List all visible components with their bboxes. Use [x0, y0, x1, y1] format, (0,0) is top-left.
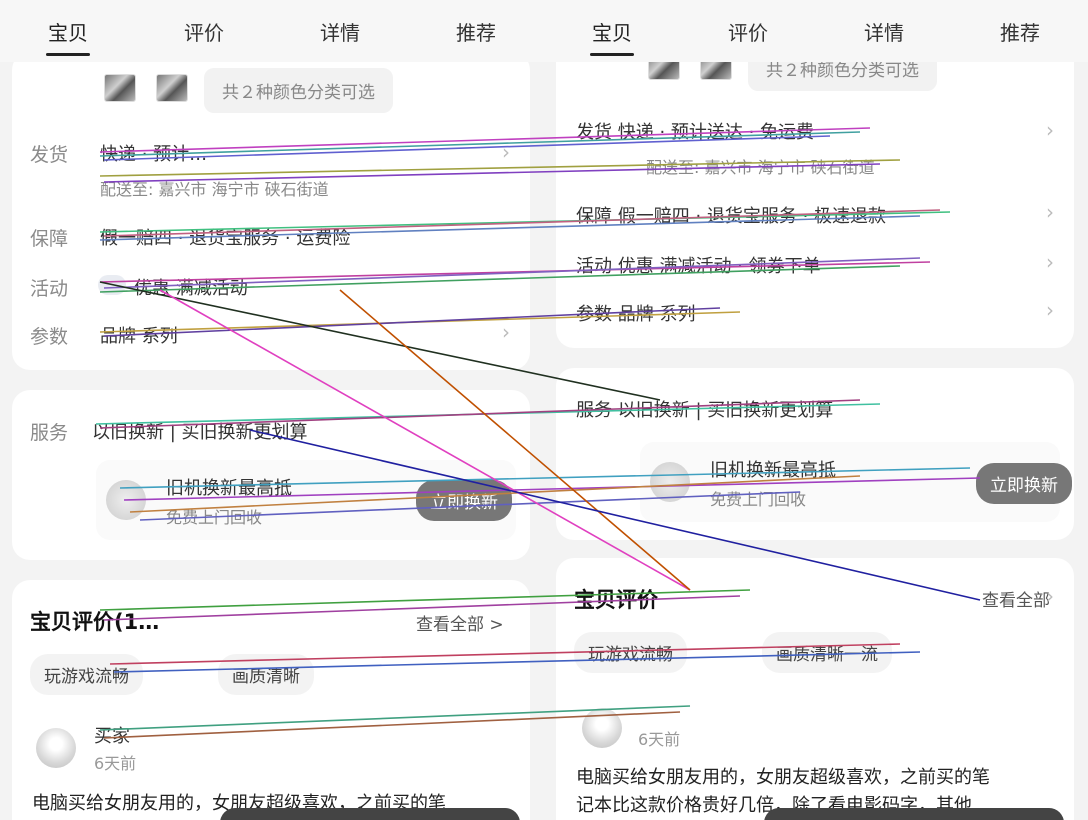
reviews-title: 宝贝评价	[574, 588, 658, 612]
tab-details[interactable]: 详情	[320, 20, 360, 45]
review-tag[interactable]: 画质清晰	[218, 654, 314, 695]
tab-recommend[interactable]: 推荐	[1000, 20, 1040, 45]
trade-in-title: 旧机换新最高抵	[710, 460, 836, 481]
chevron-right-icon[interactable]: ›	[1046, 298, 1054, 322]
activity-value[interactable]: 优惠 满减活动	[134, 278, 248, 299]
tab-recommend[interactable]: 推荐	[456, 20, 496, 45]
service-value[interactable]: 以旧换新 | 买旧换新更划算	[92, 422, 308, 443]
params-value[interactable]: 品牌 系列	[100, 326, 178, 347]
chevron-right-icon[interactable]: ›	[502, 140, 510, 164]
service-label: 服务	[30, 422, 69, 444]
activity-row[interactable]: 活动 优惠 满减活动 · 领券下单	[576, 256, 821, 277]
device-thumbnail	[650, 462, 690, 502]
bottom-action-bar[interactable]	[220, 808, 520, 820]
bottom-action-bar[interactable]	[764, 808, 1064, 820]
chevron-right-icon[interactable]: ›	[1046, 250, 1054, 274]
right-pane: 宝贝 评价 详情 推荐 共２种颜色分类可选 发货 快递 · 预计送达 · 免运费…	[544, 0, 1088, 820]
left-pane: 宝贝 评价 详情 推荐 共２种颜色分类可选 发货 快递 · 预计… 配送至: 嘉…	[0, 0, 544, 820]
params-label: 参数	[30, 326, 69, 348]
chevron-right-icon[interactable]: ›	[1046, 584, 1054, 608]
review-tag[interactable]: 玩游戏流畅	[30, 654, 143, 695]
ship-to-address[interactable]: 配送至: 嘉兴市 海宁市 硖石街道	[646, 158, 875, 177]
view-all-reviews-link[interactable]: 查看全部	[982, 591, 1050, 611]
activity-label: 活动	[30, 278, 69, 300]
review-time: 6天前	[638, 730, 681, 749]
review-text-line-1: 电脑买给女朋友用的，女朋友超级喜欢，之前买的笔	[576, 767, 990, 788]
tab-product[interactable]: 宝贝	[580, 13, 644, 56]
ship-to-address[interactable]: 配送至: 嘉兴市 海宁市 硖石街道	[100, 180, 329, 199]
reviews-title: 宝贝评价(1…	[30, 610, 160, 634]
tab-bar: 宝贝 评价 详情 推荐	[0, 0, 544, 62]
chevron-right-icon[interactable]: ›	[1046, 118, 1054, 142]
device-thumbnail	[106, 480, 146, 520]
review-tag[interactable]: 玩游戏流畅	[574, 632, 687, 673]
trade-in-title: 旧机换新最高抵	[166, 478, 292, 499]
guarantee-label: 保障	[30, 228, 69, 250]
tab-bar: 宝贝 评价 详情 推荐	[544, 0, 1088, 62]
reviews-card: 宝贝评价(1… 查看全部 > 玩游戏流畅 画质清晰 买家 6天前 电脑买给女朋友…	[12, 580, 530, 820]
tab-details[interactable]: 详情	[864, 20, 904, 45]
shipping-value: 快递 · 预计…	[100, 144, 208, 165]
shipping-label: 发货	[30, 144, 69, 166]
review-time: 6天前	[94, 754, 137, 773]
color-swatch-1[interactable]	[104, 74, 136, 102]
color-swatch-2[interactable]	[156, 74, 188, 102]
trade-in-button[interactable]: 立即换新	[976, 463, 1072, 504]
tab-reviews[interactable]: 评价	[728, 20, 768, 45]
service-card: 服务 以旧换新 | 买旧换新更划算 旧机换新最高抵 免费上门回收 立即换新	[12, 390, 530, 560]
review-tag[interactable]: 画质清晰一流	[762, 632, 892, 673]
shipping-row[interactable]: 发货 快递 · 预计送达 · 免运费	[576, 122, 815, 143]
chevron-right-icon[interactable]: ›	[502, 320, 510, 344]
product-info-card: 共２种颜色分类可选 发货 快递 · 预计送达 · 免运费 配送至: 嘉兴市 海宁…	[556, 30, 1074, 348]
params-row[interactable]: 参数 品牌 系列	[576, 304, 696, 325]
reviews-card: 宝贝评价 查看全部 › 玩游戏流畅 画质清晰一流 6天前 电脑买给女朋友用的，女…	[556, 558, 1074, 820]
trade-in-box: 旧机换新最高抵 免费上门回收 立即换新	[96, 460, 516, 540]
avatar	[36, 728, 76, 768]
trade-in-subtitle: 免费上门回收	[710, 490, 807, 509]
trade-in-subtitle: 免费上门回收	[166, 508, 263, 527]
chevron-right-icon[interactable]: ›	[1046, 200, 1054, 224]
reviewer-name: 买家	[94, 726, 130, 747]
avatar	[582, 708, 622, 748]
color-options-tip[interactable]: 共２种颜色分类可选	[204, 68, 393, 113]
view-all-reviews-link[interactable]: 查看全部 >	[416, 615, 504, 635]
service-row[interactable]: 服务 以旧换新 | 买旧换新更划算	[576, 400, 834, 421]
tab-reviews[interactable]: 评价	[184, 20, 224, 45]
promo-badge	[98, 275, 126, 295]
product-info-card: 共２种颜色分类可选 发货 快递 · 预计… 配送至: 嘉兴市 海宁市 硖石街道 …	[12, 52, 530, 370]
tab-product[interactable]: 宝贝	[36, 13, 100, 56]
guarantee-row[interactable]: 保障 假一赔四 · 退货宝服务 · 极速退款	[576, 206, 887, 227]
guarantee-value[interactable]: 假一赔四 · 退货宝服务 · 运费险	[100, 228, 351, 249]
trade-in-button[interactable]: 立即换新	[416, 480, 512, 521]
service-card: 服务 以旧换新 | 买旧换新更划算 旧机换新最高抵 免费上门回收 立即换新	[556, 368, 1074, 540]
